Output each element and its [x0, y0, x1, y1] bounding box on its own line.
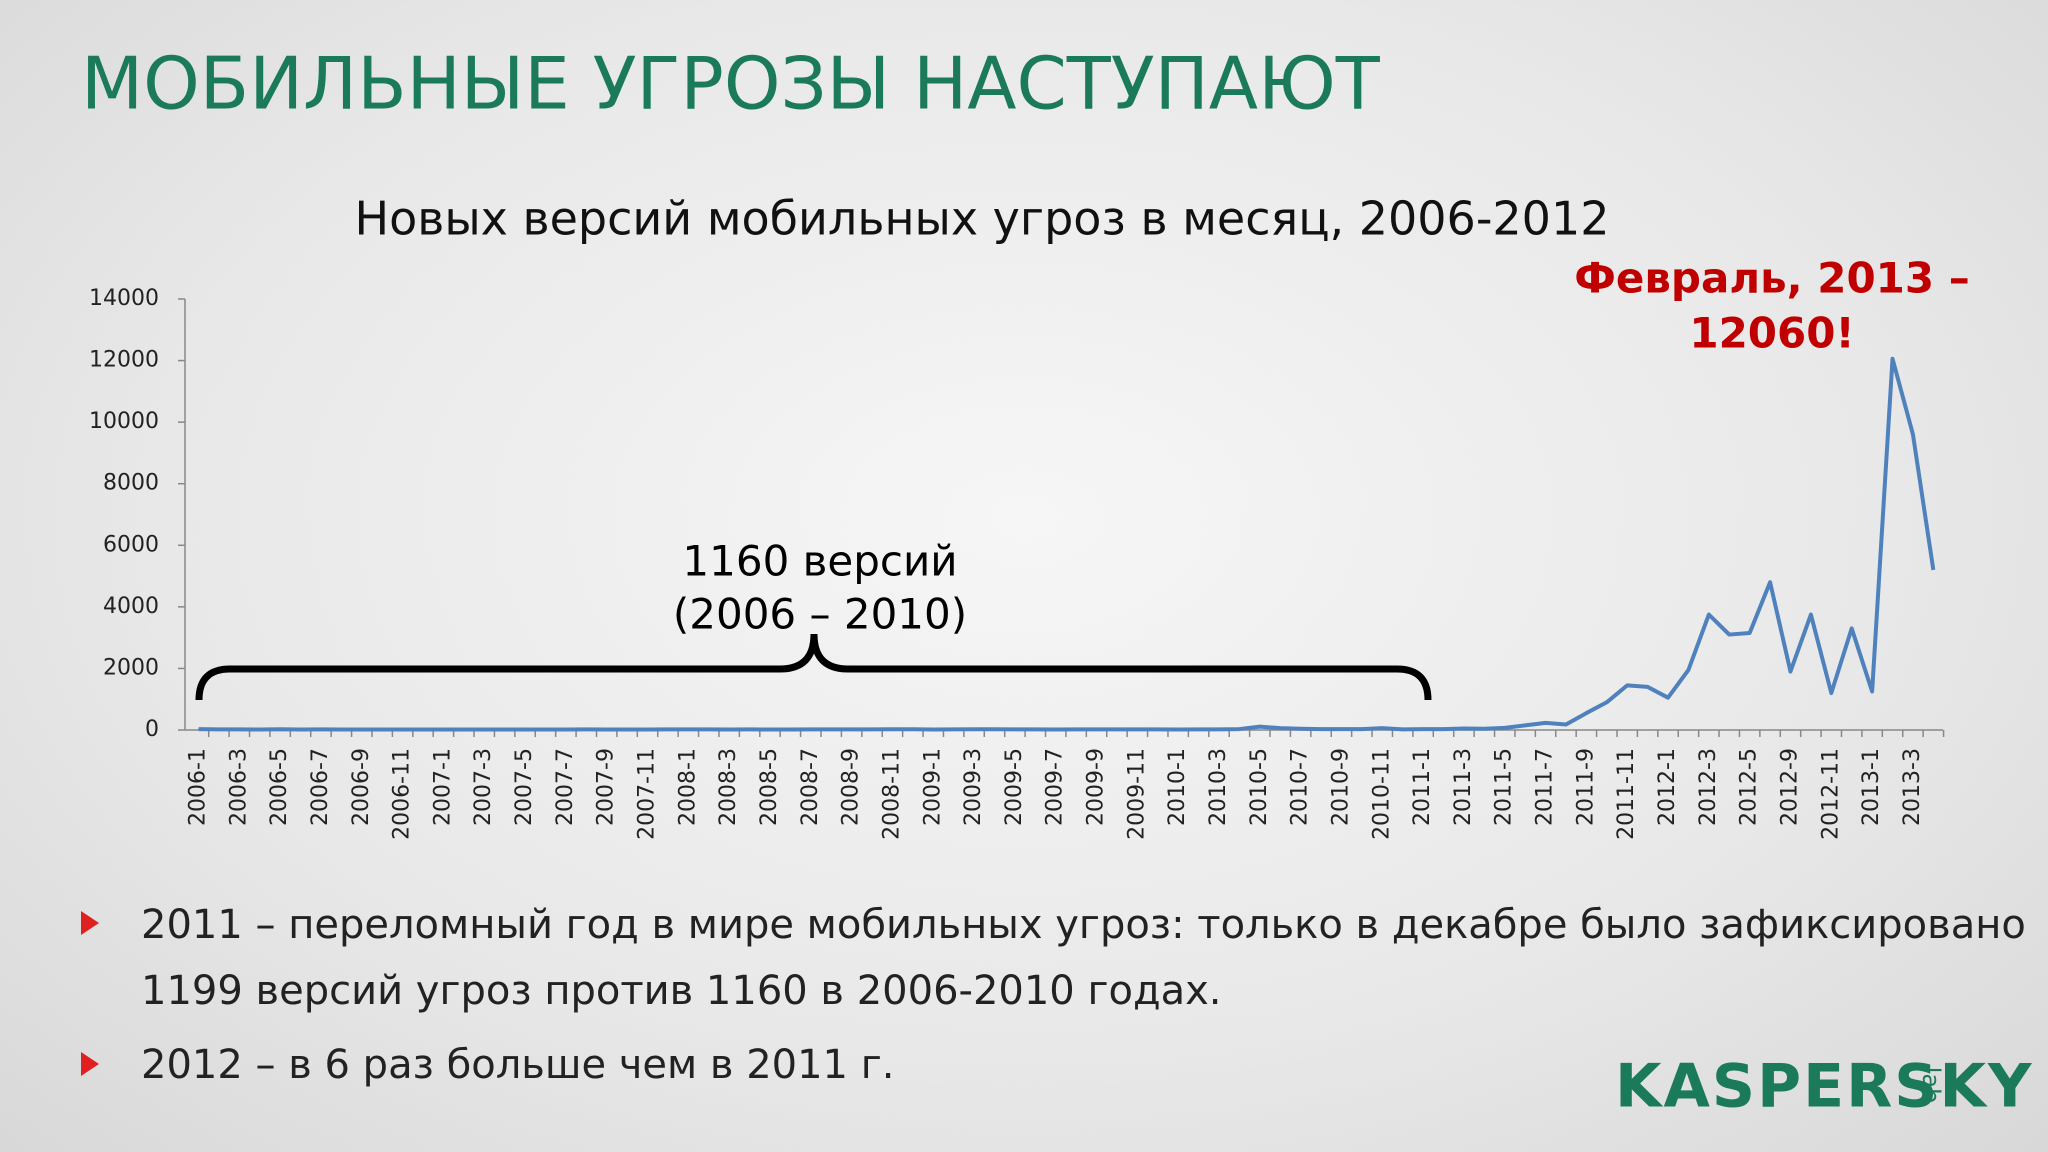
x-tick-label: 2006-5 [267, 748, 292, 826]
x-tick-label: 2010-1 [1165, 748, 1190, 826]
x-tick-label: 2008-3 [716, 748, 741, 826]
x-tick-label: 2009-5 [1002, 748, 1027, 826]
annotation: 12060! [1689, 309, 1854, 358]
x-tick-label: 2011-5 [1492, 748, 1517, 826]
y-tick-label: 14000 [89, 286, 159, 311]
x-tick-label: 2010-3 [1206, 748, 1231, 826]
x-tick-label: 2008-11 [879, 748, 904, 840]
x-tick-label: 2010-11 [1369, 748, 1394, 840]
x-tick-label: 2008-7 [798, 748, 823, 826]
x-tick-label: 2009-3 [961, 748, 986, 826]
y-tick-label: 0 [145, 717, 159, 742]
data-line [198, 356, 1936, 732]
annotation: (2006 – 2010) [673, 590, 967, 639]
x-tick-label: 2007-5 [512, 748, 537, 826]
x-tick-label: 2011-11 [1614, 748, 1639, 840]
logo-suffix: lab [1917, 1067, 1945, 1104]
x-tick-label: 2009-11 [1124, 748, 1149, 840]
x-tick-label: 2009-7 [1043, 748, 1068, 826]
x-tick-label: 2012-11 [1818, 748, 1843, 840]
y-tick-label: 12000 [89, 348, 159, 373]
y-tick-label: 2000 [103, 655, 159, 680]
x-tick-label: 2006-9 [349, 748, 374, 826]
x-tick-label: 2007-1 [430, 748, 455, 826]
y-tick-label: 4000 [103, 594, 159, 619]
x-tick-label: 2012-3 [1696, 748, 1721, 826]
x-tick-label: 2011-7 [1533, 748, 1558, 826]
brace [195, 633, 1432, 701]
x-tick-label: 2009-9 [1084, 748, 1109, 826]
x-tick-label: 2010-9 [1328, 748, 1353, 826]
x-tick-label: 2011-1 [1410, 748, 1435, 826]
bullet-marker [81, 1052, 99, 1076]
annotation: 1160 версий [682, 537, 957, 586]
x-tick-label: 2011-9 [1573, 748, 1598, 826]
x-tick-label: 2008-1 [675, 748, 700, 826]
x-tick-label: 2007-9 [594, 748, 619, 826]
x-tick-label: 2011-3 [1451, 748, 1476, 826]
bullet-text: 2011 – переломный год в мире мобильных у… [141, 902, 2026, 948]
x-tick-label: 2007-3 [471, 748, 496, 826]
x-tick-label: 2007-7 [553, 748, 578, 826]
x-tick-label: 2007-11 [635, 748, 660, 840]
y-tick-label: 8000 [103, 471, 159, 496]
x-tick-label: 2013-1 [1859, 748, 1884, 826]
bullet-text: 1199 версий угроз против 1160 в 2006-201… [141, 968, 1222, 1014]
x-tick-label: 2006-1 [186, 748, 211, 826]
y-tick-label: 6000 [103, 532, 159, 557]
slide-title: МОБИЛЬНЫЕ УГРОЗЫ НАСТУПАЮТ [81, 42, 1381, 126]
x-tick-label: 2009-1 [920, 748, 945, 826]
x-tick-label: 2010-7 [1288, 748, 1313, 826]
x-tick-label: 2012-5 [1737, 748, 1762, 826]
x-tick-label: 2008-9 [839, 748, 864, 826]
x-tick-label: 2012-9 [1777, 748, 1802, 826]
chart-title: Новых версий мобильных угроз в месяц, 20… [355, 192, 1610, 246]
annotation: Февраль, 2013 – [1574, 254, 1970, 303]
x-tick-label: 2008-5 [757, 748, 782, 826]
x-tick-label: 2006-7 [308, 748, 333, 826]
x-tick-label: 2012-1 [1655, 748, 1680, 826]
x-tick-label: 2006-3 [226, 748, 251, 826]
x-tick-label: 2006-11 [390, 748, 415, 840]
bullet-text: 2012 – в 6 раз больше чем в 2011 г. [141, 1042, 894, 1088]
logo: KASPERSKY [1615, 1052, 2033, 1122]
x-tick-label: 2013-3 [1900, 748, 1925, 826]
x-tick-label: 2010-5 [1247, 748, 1272, 826]
y-tick-label: 10000 [89, 409, 159, 434]
bullet-marker [81, 911, 99, 935]
